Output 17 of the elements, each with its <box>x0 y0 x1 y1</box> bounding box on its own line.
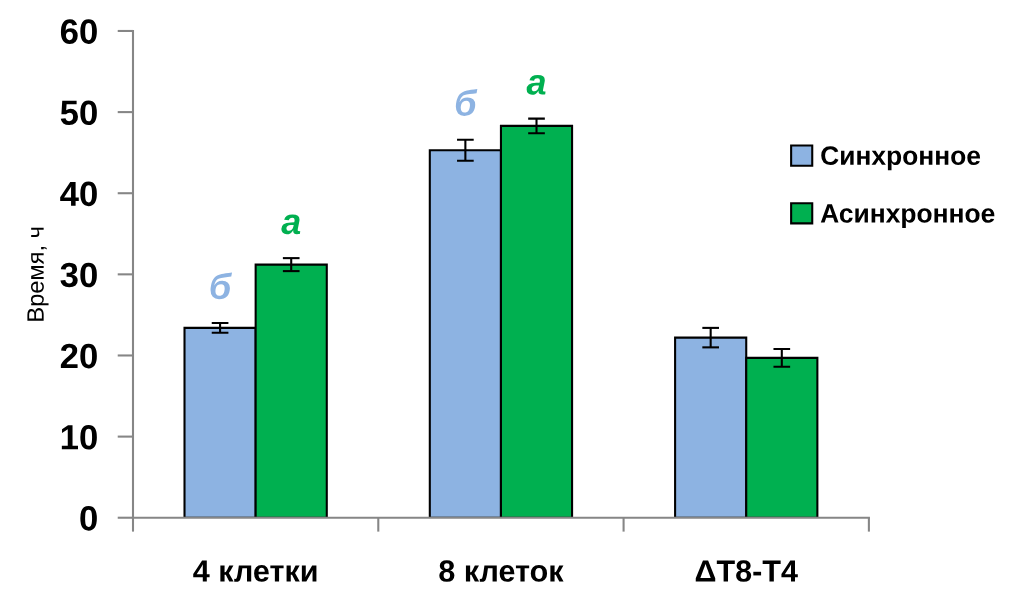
data-label: а <box>526 75 546 95</box>
y-axis-title: Время, ч <box>27 227 49 321</box>
y-tick-label: 20 <box>60 343 97 369</box>
y-tick-label: 30 <box>60 262 97 288</box>
legend-label: Синхронное <box>821 146 981 171</box>
y-tick-label: 0 <box>80 506 97 531</box>
x-tick-label: ΔT8-T4 <box>695 560 798 582</box>
data-label: а <box>281 214 301 235</box>
legend-label: Асинхронное <box>820 204 995 228</box>
data-label: б <box>455 89 478 116</box>
y-tick-label: 60 <box>60 19 97 44</box>
x-tick-label: 8 клеток <box>439 560 564 582</box>
data-label: б <box>210 272 233 300</box>
x-tick-label: 4 клетки <box>193 560 317 582</box>
y-tick-label: 40 <box>60 181 97 207</box>
y-tick-label: 50 <box>60 100 97 126</box>
y-tick-label: 10 <box>61 424 97 450</box>
